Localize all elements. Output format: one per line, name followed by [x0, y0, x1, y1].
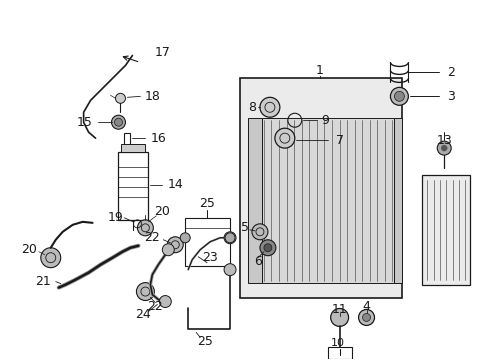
Circle shape [358, 310, 374, 325]
Bar [240, 78, 402, 298]
Bar [118, 152, 148, 220]
Text: 3: 3 [447, 90, 454, 103]
Circle shape [394, 91, 404, 101]
Circle shape [362, 314, 370, 321]
Text: 5: 5 [241, 221, 248, 234]
Bar [422, 175, 469, 285]
Circle shape [330, 309, 348, 327]
Circle shape [436, 141, 450, 155]
Circle shape [260, 97, 279, 117]
Text: 10: 10 [330, 338, 344, 348]
Text: 6: 6 [253, 255, 262, 268]
Text: 20: 20 [154, 205, 170, 219]
Bar [185, 218, 229, 266]
Circle shape [41, 248, 61, 268]
Text: 21: 21 [35, 275, 51, 288]
Text: 2: 2 [447, 66, 454, 79]
Text: 14: 14 [167, 179, 183, 192]
Text: 18: 18 [144, 90, 160, 103]
Circle shape [111, 115, 125, 129]
Circle shape [114, 118, 122, 126]
Text: 22: 22 [144, 231, 160, 244]
Text: 1: 1 [315, 64, 323, 77]
Circle shape [224, 264, 236, 276]
Bar [394, 118, 402, 283]
Circle shape [389, 87, 407, 105]
Bar [327, 347, 351, 359]
Circle shape [251, 224, 267, 240]
Text: 25: 25 [199, 197, 215, 210]
Text: 15: 15 [77, 116, 92, 129]
Circle shape [260, 240, 275, 256]
Text: 11: 11 [331, 303, 347, 316]
Bar [121, 144, 145, 152]
Circle shape [162, 244, 174, 256]
Circle shape [115, 93, 125, 103]
Text: 13: 13 [435, 134, 451, 147]
Text: 22: 22 [147, 300, 163, 313]
Circle shape [264, 244, 271, 252]
Bar [124, 133, 130, 149]
Circle shape [224, 233, 235, 243]
Text: 25: 25 [197, 335, 213, 348]
Text: 4: 4 [362, 300, 370, 313]
Text: 8: 8 [247, 101, 255, 114]
Circle shape [180, 233, 190, 243]
Circle shape [136, 283, 154, 301]
Circle shape [159, 296, 171, 307]
Circle shape [224, 232, 236, 244]
Circle shape [274, 128, 294, 148]
Text: 20: 20 [21, 243, 37, 256]
Text: 17: 17 [154, 46, 170, 59]
Text: 16: 16 [150, 132, 166, 145]
Circle shape [137, 220, 153, 236]
Circle shape [167, 237, 183, 253]
Bar [262, 118, 394, 283]
Text: 7: 7 [335, 134, 343, 147]
Text: 23: 23 [202, 251, 218, 264]
Text: 19: 19 [107, 211, 123, 224]
Bar [247, 118, 262, 283]
Text: 24: 24 [135, 308, 151, 321]
Text: 9: 9 [320, 114, 328, 127]
Circle shape [440, 145, 447, 151]
